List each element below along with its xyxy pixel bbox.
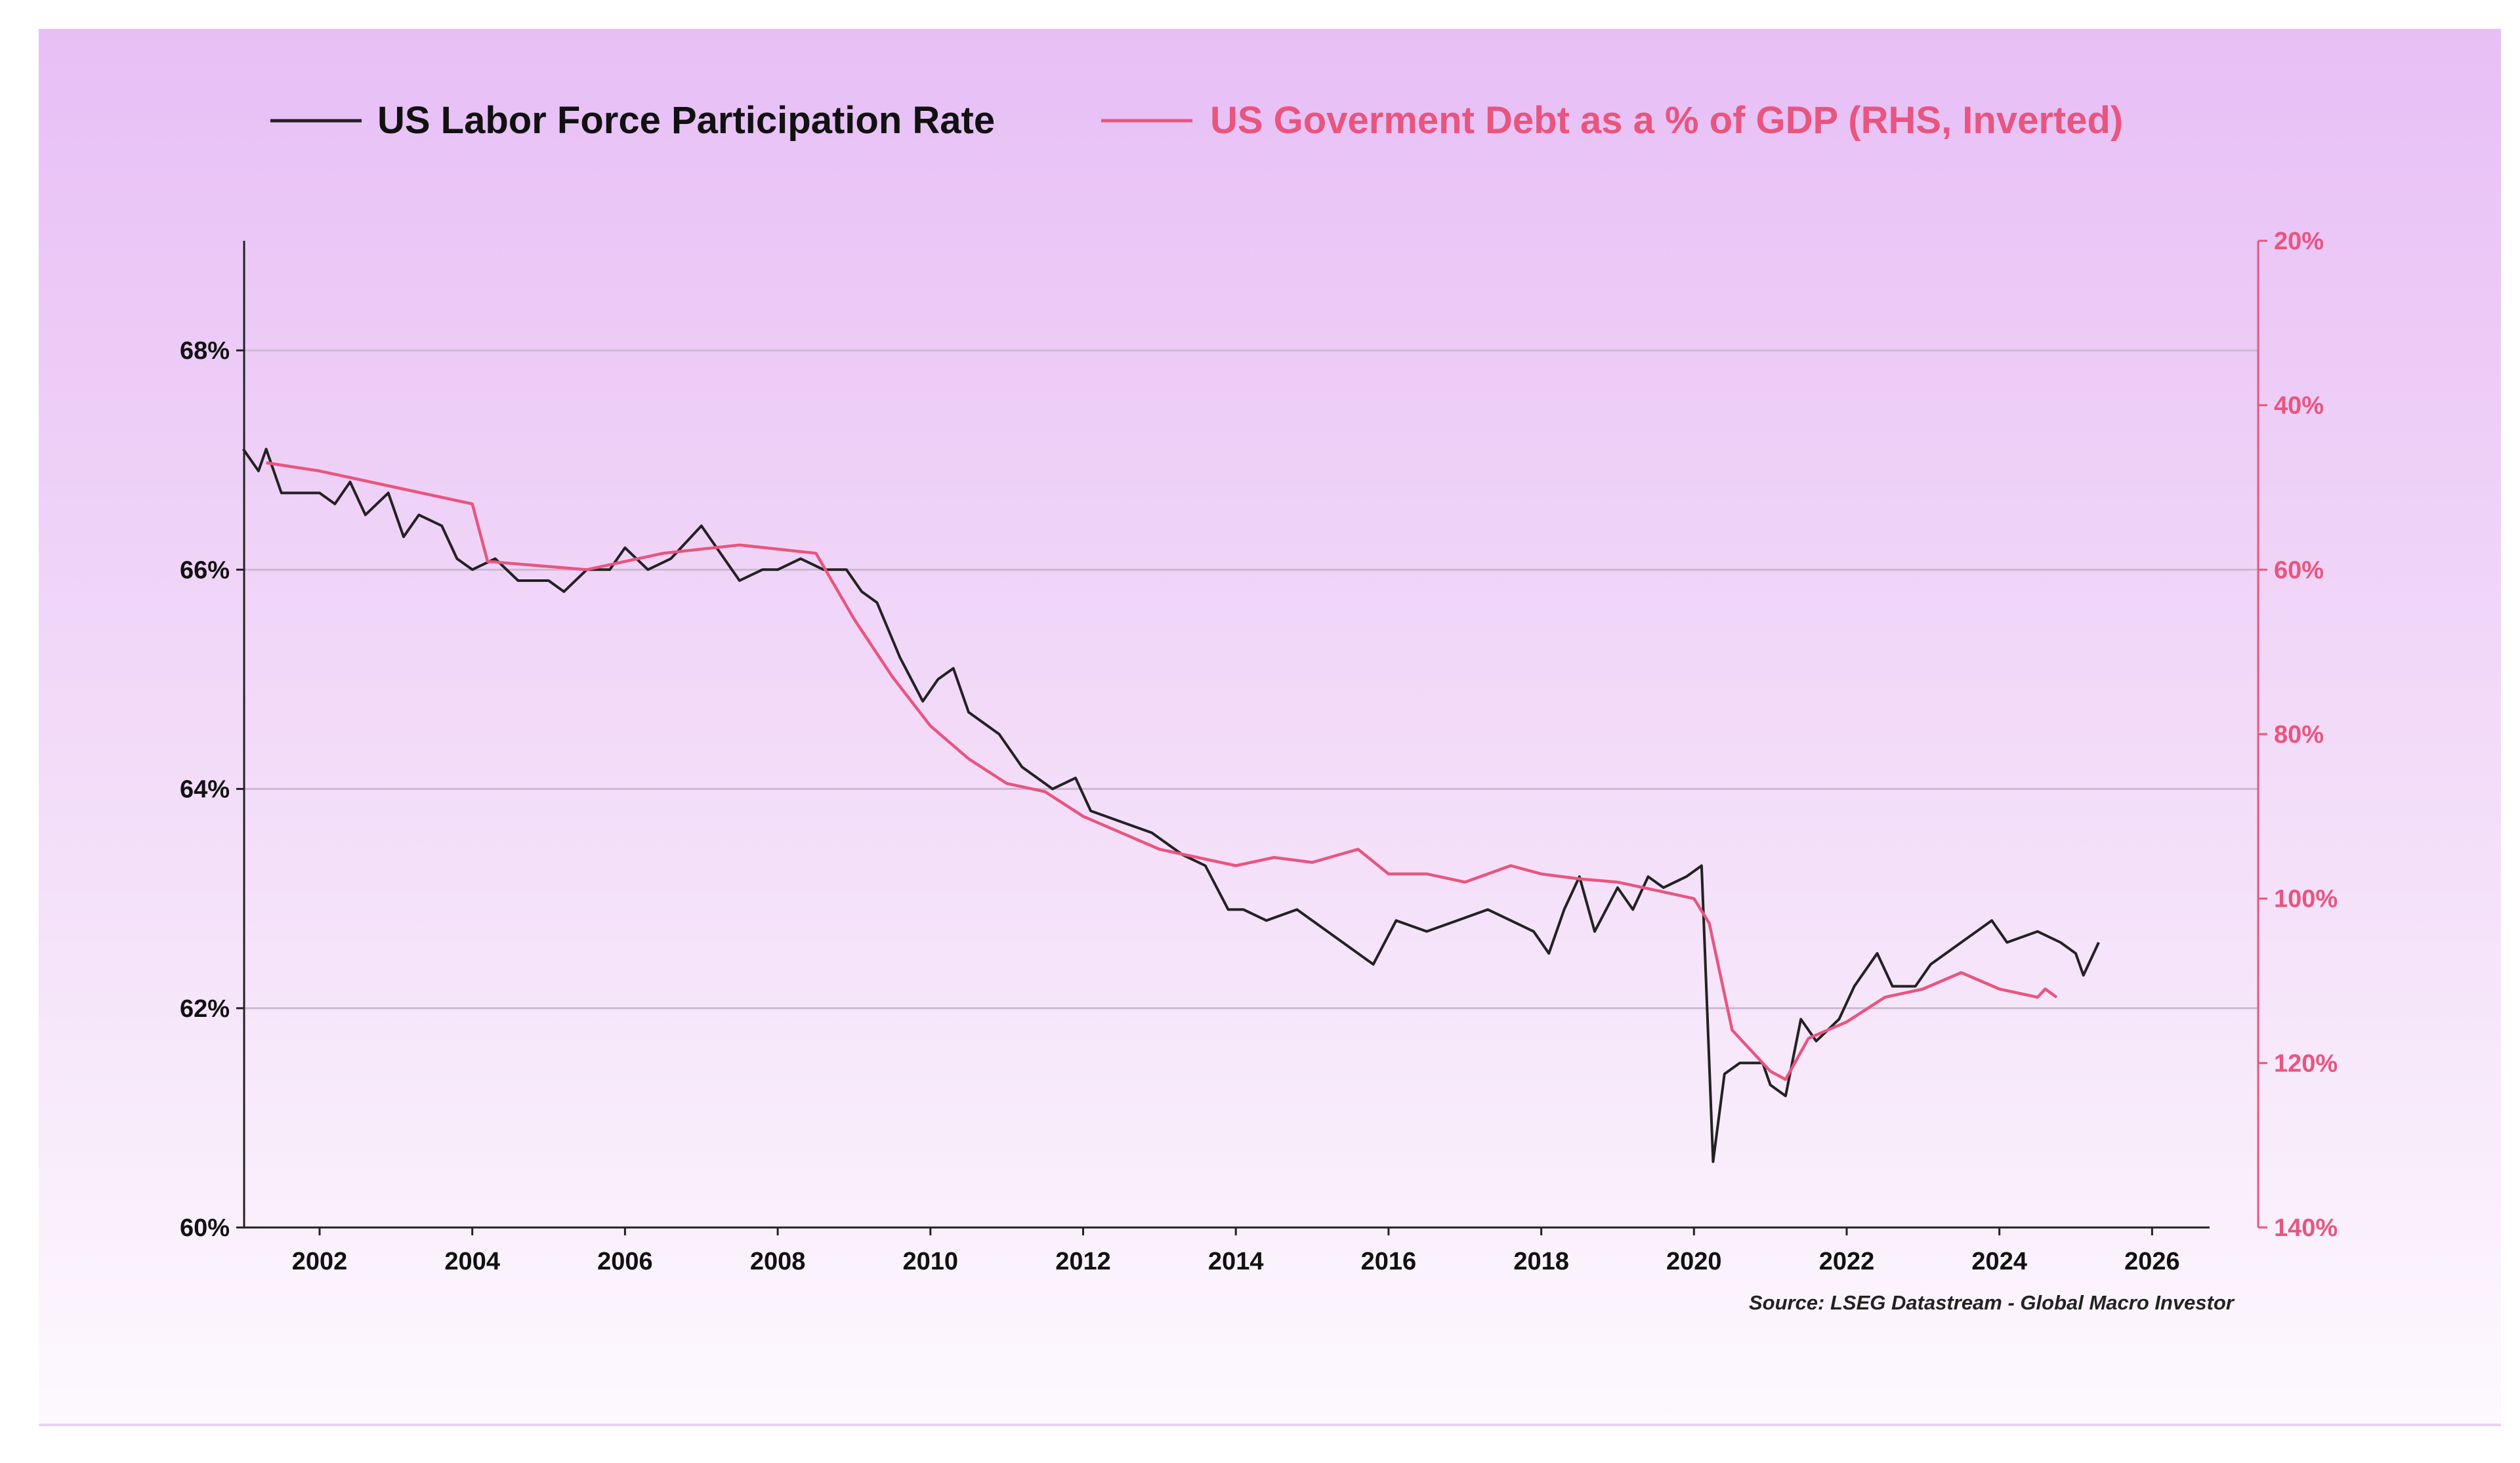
x-tick-label: 2008 [750, 1248, 806, 1275]
y-right-tick-label: 20% [2274, 228, 2324, 255]
x-tick-label: 2014 [1208, 1248, 1264, 1275]
y-left-tick-label: 64% [180, 776, 230, 804]
y-right-tick-label: 100% [2274, 886, 2338, 913]
series-line-government-debt [266, 461, 2058, 1081]
y-right-tick-label: 80% [2274, 721, 2324, 749]
x-tick-label: 2016 [1361, 1248, 1417, 1275]
x-tick-label: 2012 [1055, 1248, 1111, 1275]
y-left-tick-label: 60% [180, 1214, 230, 1242]
legend-label-series1: US Labor Force Participation Rate [377, 99, 995, 142]
x-tick-label: 2002 [292, 1248, 348, 1275]
x-tick-label: 2022 [1819, 1248, 1875, 1275]
source-note: Source: LSEG Datastream - Global Macro I… [1749, 1291, 2235, 1314]
x-tick-label: 2020 [1666, 1248, 1722, 1275]
x-tick-label: 2026 [2124, 1248, 2180, 1275]
y-left-tick-label: 68% [180, 337, 230, 365]
y-right-tick-label: 120% [2274, 1050, 2338, 1077]
legend-label-series2: US Goverment Debt as a % of GDP (RHS, In… [1210, 99, 2123, 142]
y-right-tick-label: 40% [2274, 392, 2324, 420]
x-tick-label: 2010 [903, 1248, 959, 1275]
y-left-tick-label: 66% [180, 556, 230, 584]
chart-background [39, 29, 2501, 1426]
legend: US Labor Force Participation Rate US Gov… [270, 99, 2123, 142]
y-left-tick-label: 62% [180, 995, 230, 1023]
y-right-tick-label: 140% [2274, 1214, 2338, 1242]
x-tick-label: 2024 [1971, 1248, 2027, 1275]
x-tick-label: 2018 [1513, 1248, 1569, 1275]
y-right-tick-label: 60% [2274, 556, 2324, 584]
x-tick-label: 2006 [597, 1248, 653, 1275]
x-tick-label: 2004 [444, 1248, 500, 1275]
series-line-labor-force-participation [242, 447, 2100, 1163]
